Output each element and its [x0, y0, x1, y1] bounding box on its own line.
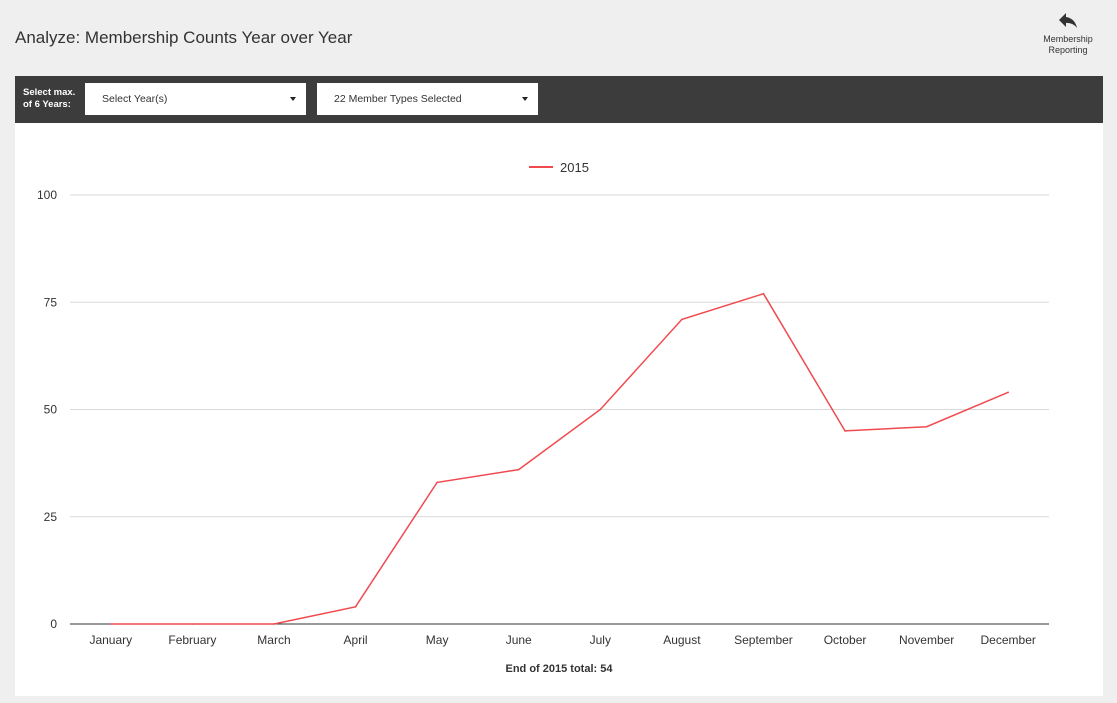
- data-point: [762, 292, 765, 295]
- x-tick-label: June: [506, 633, 532, 647]
- x-tick-label: September: [734, 633, 793, 647]
- x-tick-label: March: [257, 633, 290, 647]
- x-tick-label: January: [89, 633, 132, 647]
- x-tick-label: August: [663, 633, 701, 647]
- data-point: [354, 606, 357, 608]
- x-tick-label: November: [899, 633, 954, 647]
- back-link-label-line1: Membership: [1043, 34, 1093, 44]
- data-point: [1007, 391, 1010, 394]
- data-point: [273, 623, 275, 625]
- data-point: [436, 481, 438, 484]
- member-types-select[interactable]: 22 Member Types Selected: [317, 83, 538, 115]
- x-tick-label: July: [590, 633, 611, 647]
- member-types-select-value: 22 Member Types Selected: [334, 93, 462, 105]
- data-point: [109, 623, 112, 625]
- x-tick-label: February: [168, 633, 216, 647]
- data-point: [844, 430, 846, 432]
- data-point: [517, 468, 520, 471]
- y-tick-label: 75: [44, 295, 58, 309]
- filter-caption-line2: of 6 Years:: [23, 99, 71, 110]
- y-tick-label: 25: [44, 510, 58, 524]
- data-point: [599, 408, 602, 411]
- y-tick-label: 100: [37, 188, 57, 202]
- data-point: [681, 318, 683, 321]
- end-of-year-total: End of 2015 total: 54: [505, 663, 613, 675]
- year-select[interactable]: Select Year(s): [85, 83, 306, 115]
- y-tick-label: 50: [44, 403, 58, 417]
- membership-reporting-back-button[interactable]: Membership Reporting: [1037, 8, 1099, 56]
- x-tick-label: December: [981, 633, 1036, 647]
- filter-caption: Select max. of 6 Years:: [23, 87, 75, 111]
- series-line-2015: [110, 292, 1009, 625]
- chart-panel: 0 25 50 75 100 January February March April May Ju…: [15, 123, 1103, 696]
- undo-arrow-icon: [1059, 13, 1077, 28]
- filter-bar: Select max. of 6 Years: Select Year(s) 2…: [15, 76, 1103, 123]
- page-title: Analyze: Membership Counts Year over Yea…: [15, 28, 353, 47]
- data-point: [925, 425, 928, 428]
- legend-label: 2015: [560, 160, 589, 175]
- caret-down-icon: [290, 97, 296, 101]
- year-select-value: Select Year(s): [102, 93, 168, 105]
- y-tick-label: 0: [50, 617, 57, 631]
- x-tick-label: April: [344, 633, 368, 647]
- x-tick-label: May: [426, 633, 449, 647]
- membership-line-chart: 0 25 50 75 100 January February March April May Ju…: [37, 160, 1049, 647]
- caret-down-icon: [522, 97, 528, 101]
- filter-caption-line1: Select max.: [23, 87, 76, 98]
- back-link-label-line2: Reporting: [1048, 45, 1088, 55]
- x-tick-label: October: [824, 633, 867, 647]
- data-point: [191, 623, 194, 625]
